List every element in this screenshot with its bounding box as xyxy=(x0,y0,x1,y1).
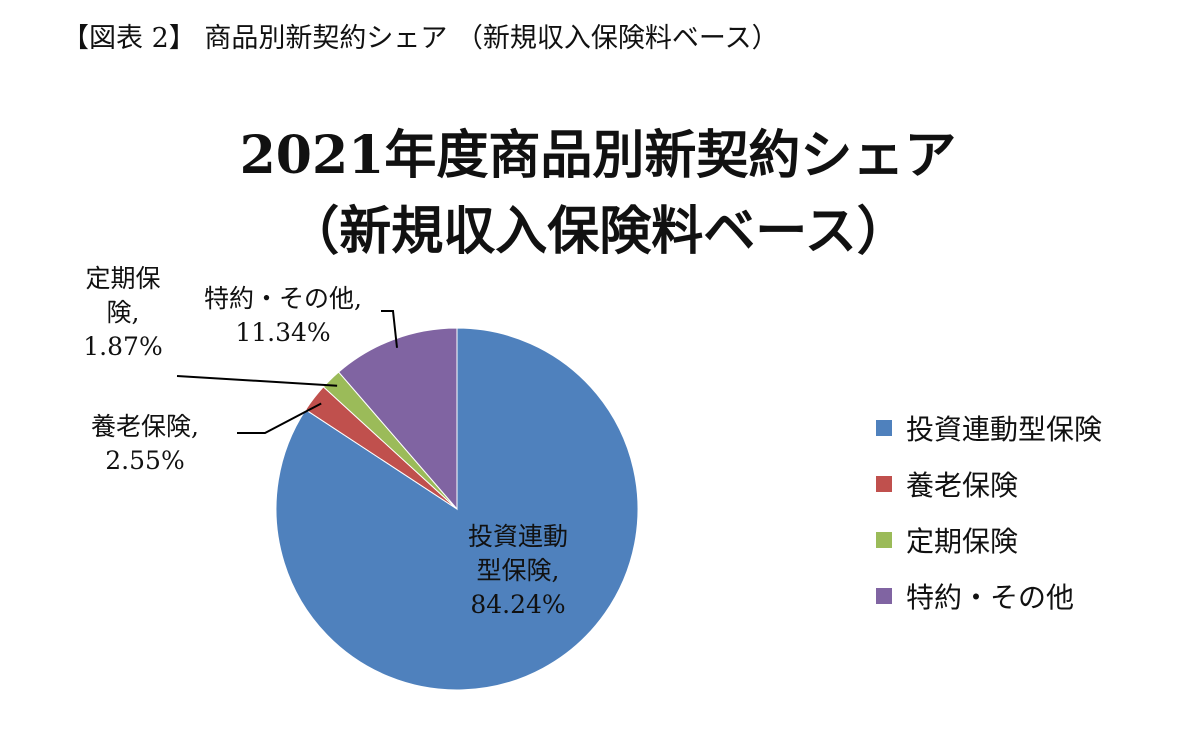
legend-item-term: 定期保険 xyxy=(876,512,1102,568)
chart-title-line-2: （新規収入保険料ベース） xyxy=(287,201,909,262)
data-label-line: 84.24% xyxy=(470,590,566,619)
legend-swatch xyxy=(876,476,892,492)
legend-label: 特約・その他 xyxy=(906,581,1075,614)
data-label-line: 2.55% xyxy=(105,446,185,475)
data-label-riders-other: 特約・その他, 11.34% xyxy=(178,282,388,350)
legend-item-endowment: 養老保険 xyxy=(876,456,1102,512)
legend-swatch xyxy=(876,532,892,548)
legend-swatch xyxy=(876,588,892,604)
legend: 投資連動型保険 養老保険定期保険特約・その他 xyxy=(876,400,1102,624)
data-label-line: 険, xyxy=(106,298,140,327)
data-label-line: 型保険, xyxy=(476,556,560,585)
data-label-line: 養老保険, xyxy=(91,412,199,441)
legend-label: 投資連動型保険 xyxy=(906,413,1103,446)
legend-label: 養老保険 xyxy=(906,469,1019,502)
legend-item-investment-linked: 投資連動型保険 xyxy=(876,400,1102,456)
data-label-line: 11.34% xyxy=(235,318,331,347)
chart-title: 2021年度商品別新契約シェア （新規収入保険料ベース） xyxy=(0,118,1196,270)
data-label-line: 定期保 xyxy=(85,264,161,293)
chart-title-line-1: 2021年度商品別新契約シェア xyxy=(239,125,957,186)
data-label-line: 1.87% xyxy=(83,332,163,361)
legend-swatch xyxy=(876,420,892,436)
leader-line-term xyxy=(176,375,338,387)
data-label-line: 投資連動 xyxy=(467,522,568,551)
data-label-line: 特約・その他, xyxy=(204,284,362,313)
legend-label: 定期保険 xyxy=(906,525,1019,558)
leader-line-endowment xyxy=(237,402,322,434)
pie-slice-riders-other xyxy=(337,327,458,511)
data-label-endowment: 養老保険, 2.55% xyxy=(70,410,220,478)
leader-line-riders-other xyxy=(381,310,398,348)
data-label-term: 定期保険, 1.87% xyxy=(68,262,178,364)
data-label-investment-linked: 投資連動型保険, 84.24% xyxy=(443,520,593,622)
legend-item-riders-other: 特約・その他 xyxy=(876,568,1102,624)
figure-caption: 【図表 2】 商品別新契約シェア （新規収入保険料ベース） xyxy=(62,23,779,54)
